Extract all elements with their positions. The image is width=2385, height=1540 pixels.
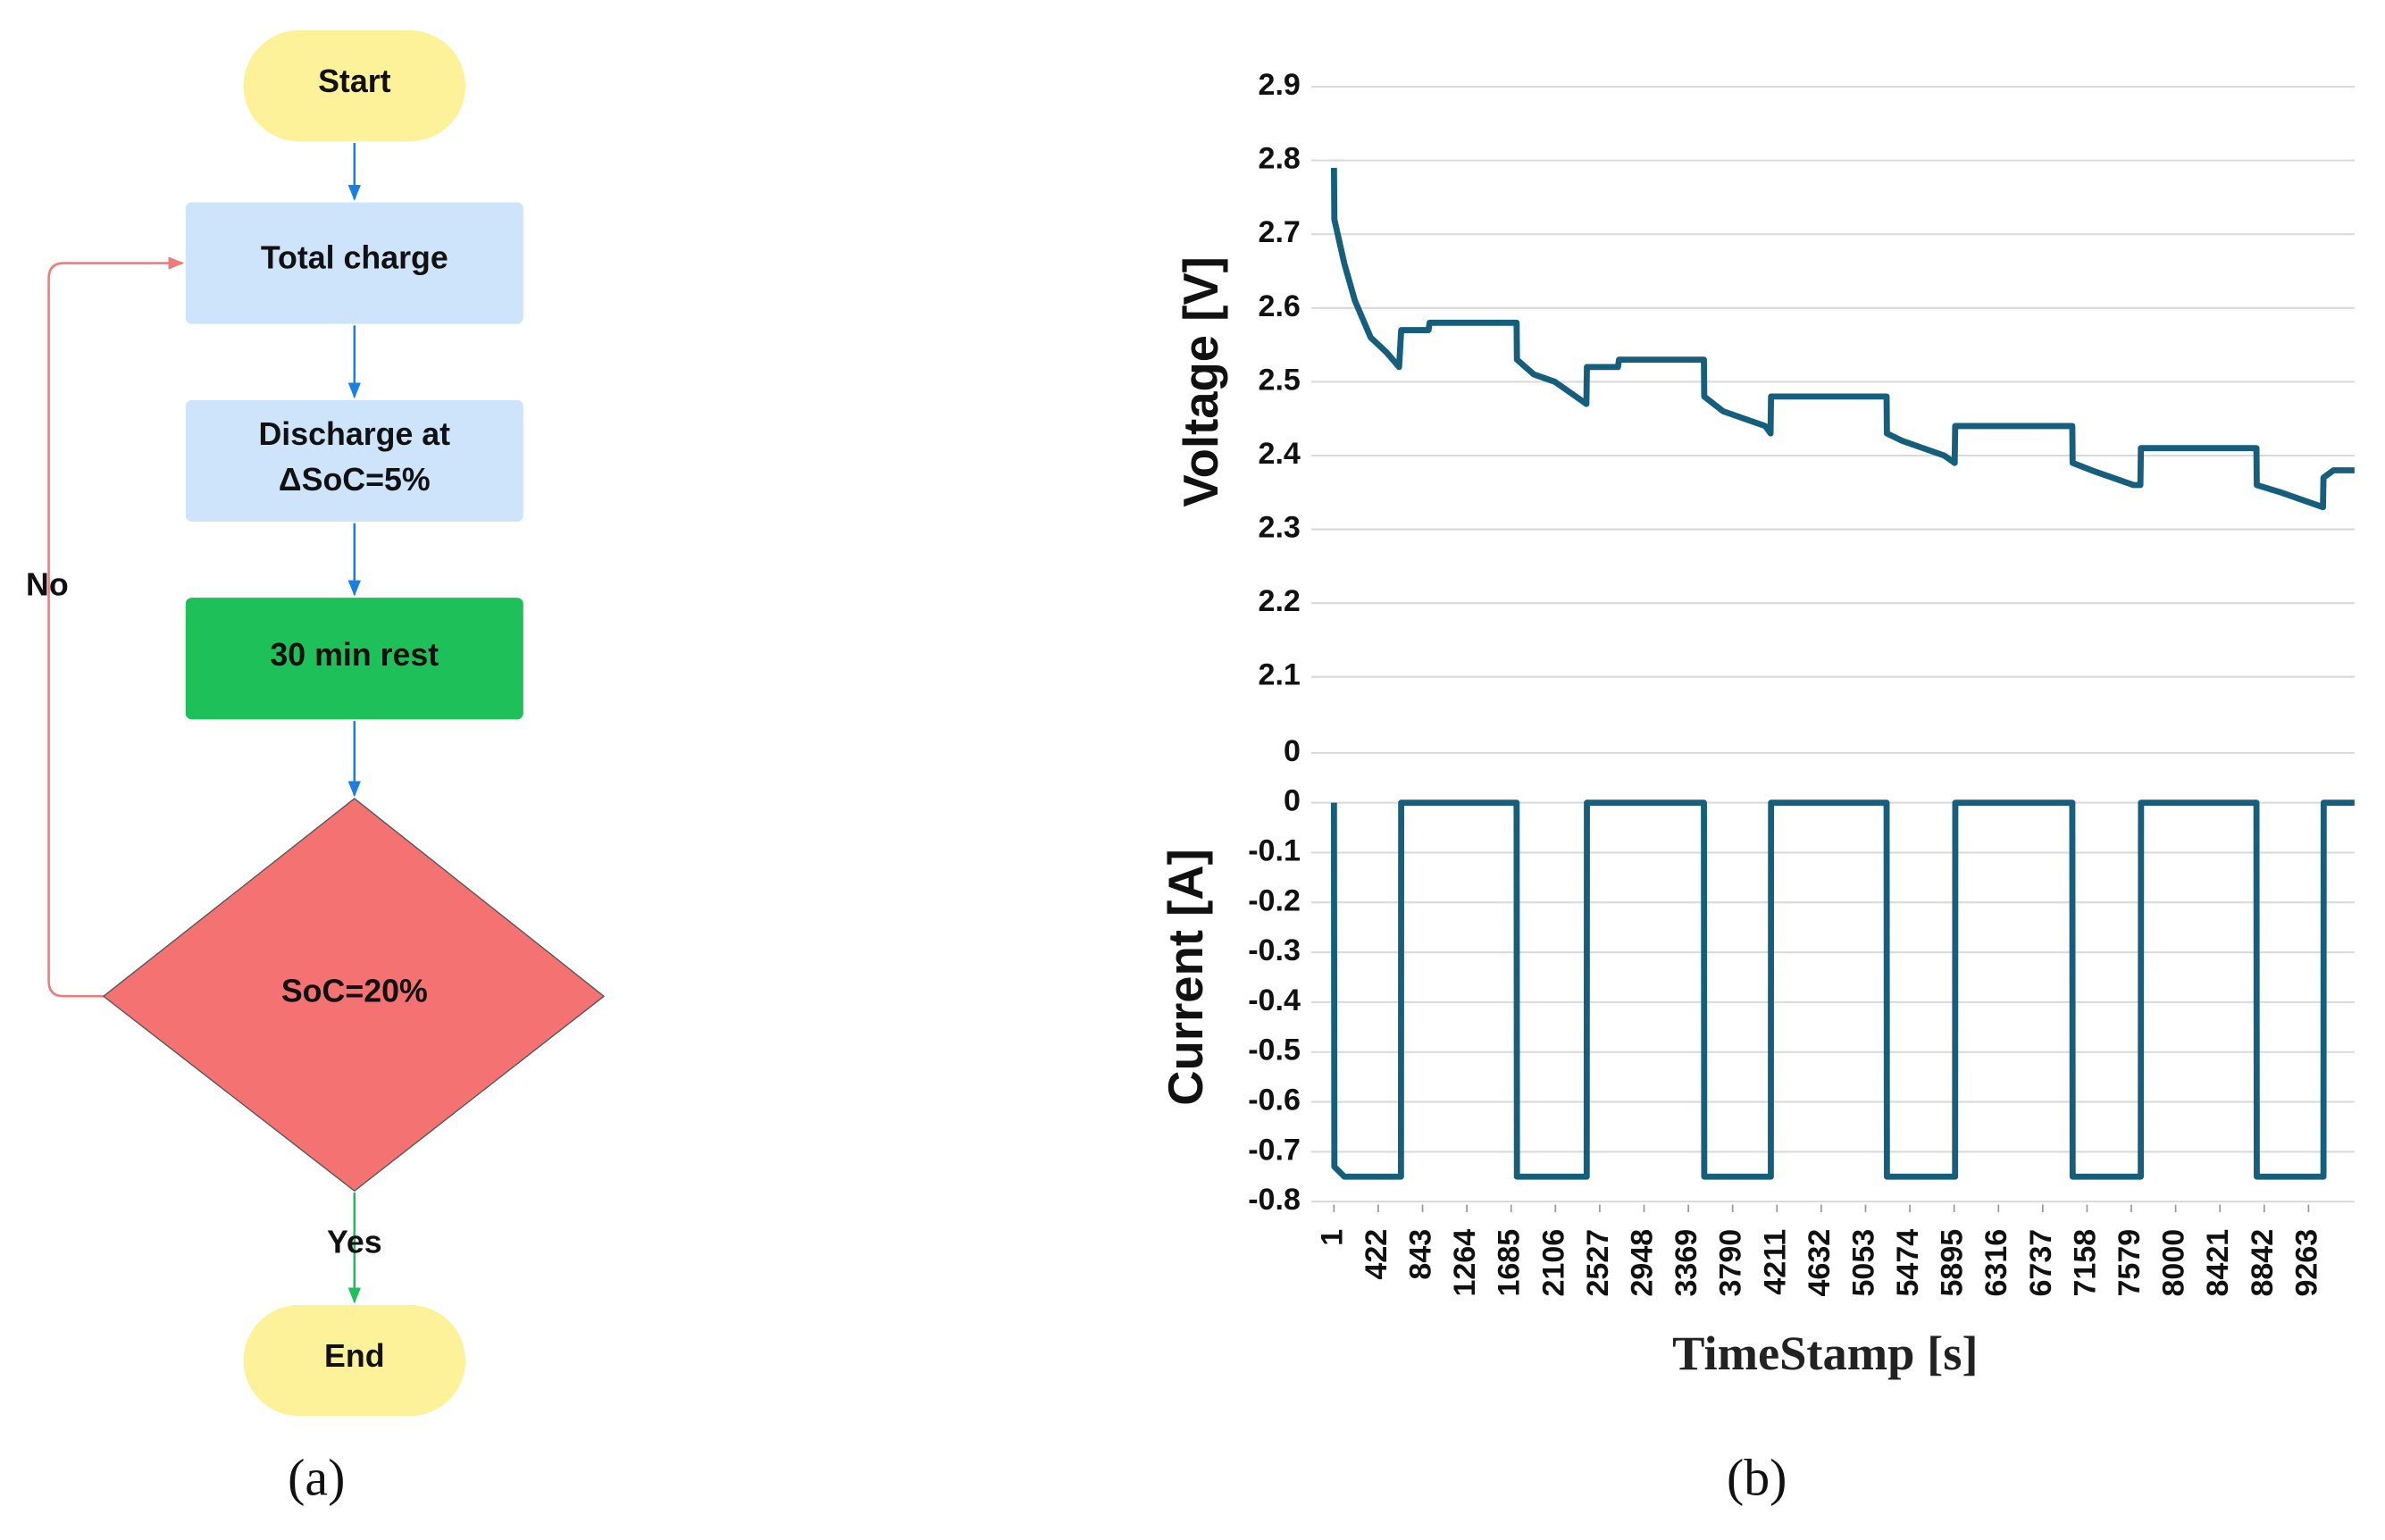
- x-tick-label: 4632: [1803, 1229, 1837, 1297]
- x-tick-label: 5053: [1846, 1229, 1880, 1297]
- y-tick-label: 2.5: [1259, 363, 1301, 397]
- edge-label: No: [26, 567, 69, 603]
- x-tick-label: 8842: [2246, 1229, 2280, 1297]
- x-tick-label: 6316: [1979, 1229, 2013, 1297]
- x-tick-label: 3790: [1714, 1229, 1748, 1297]
- y-tick-label: 2.3: [1259, 511, 1301, 545]
- x-tick-label: 4211: [1758, 1229, 1792, 1295]
- y-axis-title: Voltage [V]: [1174, 256, 1228, 506]
- y-tick-label: 2.1: [1259, 658, 1301, 692]
- flowchart: Start Total charge Discharge at ΔSoC=5% …: [26, 30, 605, 1417]
- node-label: Start: [318, 63, 391, 99]
- process-node: [185, 598, 523, 720]
- y-tick-label: -0.3: [1248, 933, 1301, 967]
- x-tick-label: 7158: [2068, 1229, 2102, 1297]
- x-tick-label: 8421: [2201, 1229, 2235, 1297]
- caption: (a): [288, 1448, 345, 1506]
- x-tick-label: 1685: [1493, 1229, 1527, 1297]
- charts: 2.1 2.2 2.3 2.4 2.5 2.6 2.7 2.8 2.9 Voltage [V] 0 0…: [1159, 68, 2355, 1380]
- node-label: 30 min rest: [270, 637, 439, 673]
- y-tick-label: 0: [1284, 784, 1301, 818]
- y-tick-label: 2.8: [1259, 142, 1301, 176]
- loop-arrow: [47, 256, 185, 998]
- x-tick-label: 2527: [1581, 1229, 1615, 1297]
- process-node: [185, 399, 523, 523]
- y-tick-label: 2.4: [1259, 437, 1301, 471]
- y-tick-label: -0.5: [1248, 1034, 1301, 1067]
- y-tick-label: 2.7: [1259, 215, 1301, 249]
- y-tick-label: -0.4: [1248, 983, 1301, 1017]
- x-tick-label: 6737: [2024, 1229, 2058, 1297]
- caption: (b): [1727, 1448, 1787, 1506]
- x-tick-label: 843: [1404, 1229, 1438, 1280]
- x-tick-label: 3369: [1670, 1229, 1703, 1297]
- y-axis-title: Current [A]: [1159, 849, 1213, 1105]
- y-tick-label: -0.8: [1248, 1183, 1301, 1217]
- y-tick-label: -0.1: [1248, 833, 1301, 867]
- edge-label: Yes: [327, 1224, 382, 1260]
- x-tick-label: 2948: [1626, 1229, 1660, 1297]
- node-label: End: [324, 1338, 385, 1374]
- x-tick-label: 8000: [2157, 1229, 2191, 1297]
- x-axis-title: TimeStamp [s]: [1672, 1326, 1978, 1380]
- x-tick-label: 1: [1315, 1229, 1349, 1246]
- node-label: Discharge at: [259, 416, 451, 452]
- y-tick-label: -0.2: [1248, 883, 1301, 917]
- x-tick-label: 7579: [2113, 1229, 2146, 1297]
- node-label: ΔSoC=5%: [279, 462, 431, 498]
- y-tick-label: 0: [1284, 734, 1301, 768]
- y-tick-label: 2.6: [1259, 289, 1301, 323]
- data-line: [1330, 167, 2355, 511]
- node-label: SoC=20%: [281, 973, 428, 1009]
- end-node: [243, 1304, 466, 1417]
- start-node: [243, 30, 466, 142]
- x-tick-label: 5895: [1936, 1229, 1970, 1297]
- decision-node: [103, 798, 605, 1192]
- process-node: [185, 202, 523, 324]
- x-tick-label: 422: [1360, 1229, 1393, 1280]
- y-tick-label: -0.7: [1248, 1133, 1301, 1167]
- y-tick-label: -0.6: [1248, 1084, 1301, 1117]
- y-tick-label: 2.2: [1259, 584, 1301, 618]
- node-label: Total charge: [261, 240, 448, 276]
- x-tick-label: 9263: [2289, 1229, 2323, 1297]
- x-tick-label: 1264: [1448, 1229, 1482, 1297]
- x-tick-label: 2106: [1536, 1229, 1570, 1297]
- y-tick-label: 2.9: [1259, 68, 1301, 102]
- data-line: [1330, 799, 2355, 1180]
- x-tick-label: 5474: [1891, 1229, 1925, 1297]
